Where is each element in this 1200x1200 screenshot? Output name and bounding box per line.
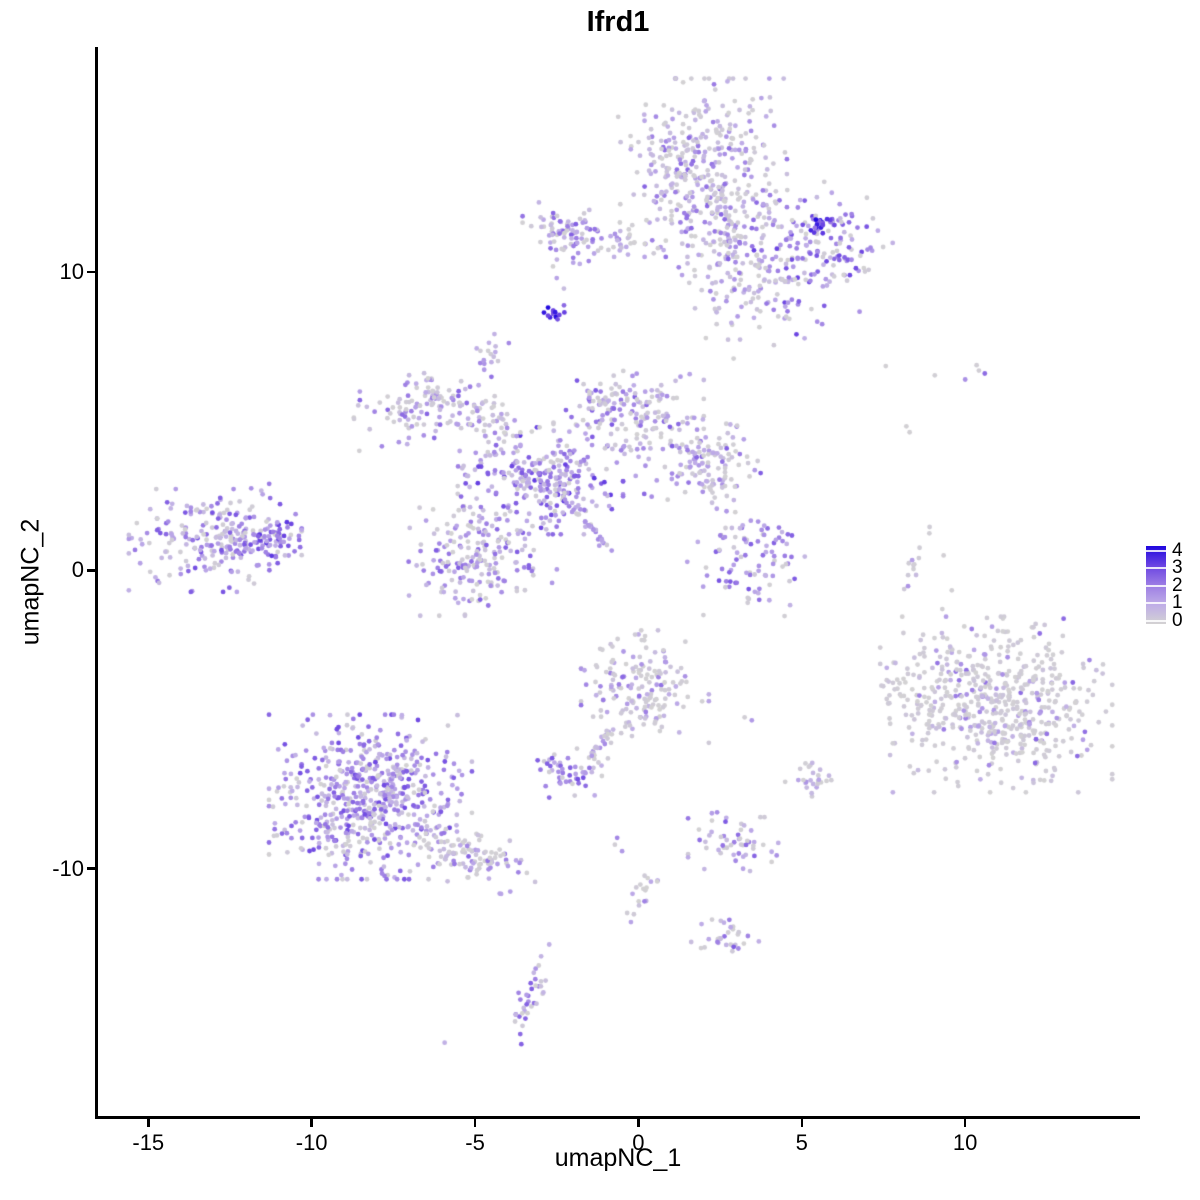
x-tick-mark: [963, 1119, 967, 1127]
x-tick-label: -15: [132, 1130, 165, 1155]
colorbar-tick-mark: [1146, 567, 1166, 569]
y-tick-label: -10: [52, 855, 84, 881]
colorbar-tick-label: 3: [1172, 557, 1183, 578]
x-tick-mark: [473, 1119, 477, 1127]
y-tick-label: 0: [71, 557, 84, 583]
colorbar-tick-mark: [1146, 584, 1166, 587]
y-axis-line: [95, 47, 98, 1119]
x-tick-mark: [800, 1119, 804, 1127]
colorbar-tick-mark: [1146, 602, 1166, 604]
colorbar-tick-label: 1: [1172, 592, 1183, 613]
x-tick-label: -10: [295, 1130, 328, 1155]
colorbar-tick-mark: [1146, 619, 1166, 622]
x-tick-mark: [310, 1119, 313, 1127]
x-tick-label: 5: [795, 1130, 808, 1155]
y-tick-mark: [87, 569, 95, 572]
colorbar-tick-mark: [1146, 549, 1166, 552]
x-tick-mark: [147, 1119, 150, 1127]
x-tick-label: -5: [465, 1130, 485, 1155]
x-tick-label: 0: [632, 1130, 645, 1155]
colorbar-tick-label: 2: [1172, 574, 1183, 596]
x-tick-label: 10: [952, 1130, 978, 1155]
x-tick-mark: [637, 1119, 640, 1127]
y-tick-label: 10: [59, 259, 84, 285]
x-axis-line: [95, 1116, 1140, 1119]
y-tick-mark: [87, 270, 95, 274]
colorbar-tick-label: 0: [1172, 609, 1183, 631]
y-tick-mark: [87, 867, 95, 870]
plot-title: Ifrd1: [586, 6, 650, 38]
colorbar-tick-label: 4: [1172, 539, 1183, 561]
x-axis-label: umapNC_1: [554, 1144, 682, 1172]
